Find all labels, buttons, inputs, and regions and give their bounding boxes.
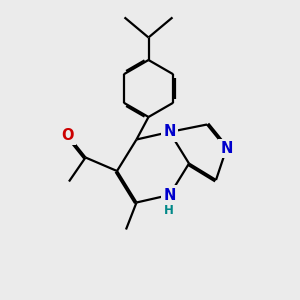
Text: O: O [61,128,74,142]
Text: N: N [163,124,176,140]
Text: N: N [163,188,176,202]
Text: H: H [164,203,174,217]
Text: N: N [220,141,233,156]
